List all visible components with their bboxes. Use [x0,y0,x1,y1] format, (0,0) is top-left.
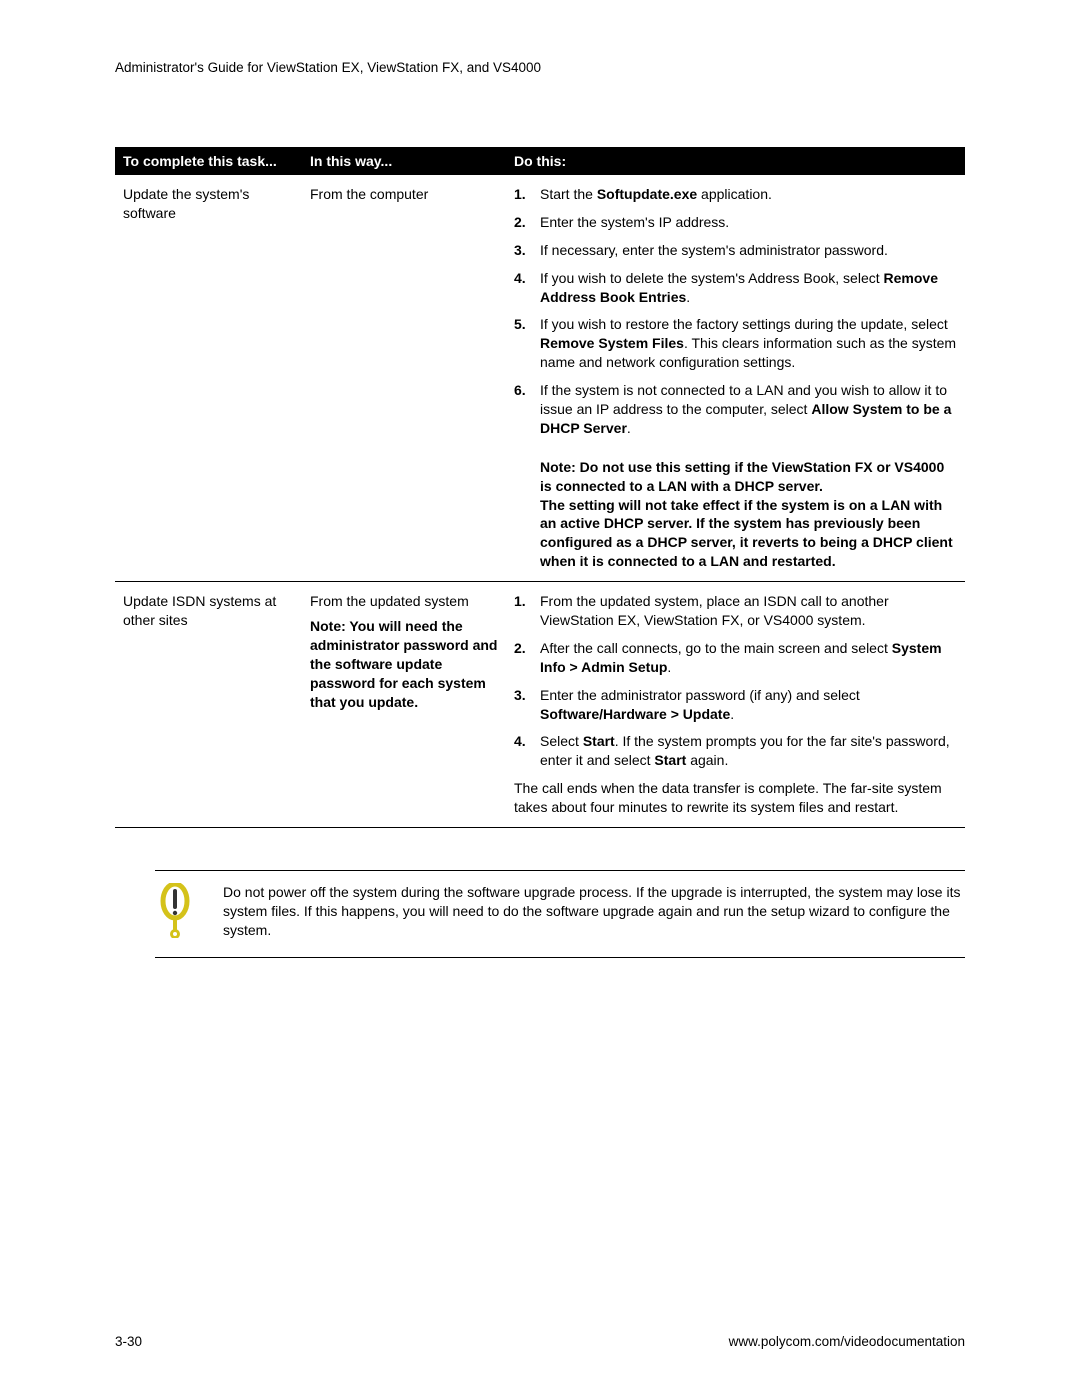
way-cell: From the computer [302,175,506,582]
divider [155,870,965,871]
step-item: From the updated system, place an ISDN c… [514,592,957,630]
way-cell: From the updated systemNote: You will ne… [302,582,506,828]
do-cell: Start the Softupdate.exe application. Ent… [506,175,965,582]
step-item: Enter the system's IP address. [514,213,957,232]
table-row: Update the system's softwareFrom the com… [115,175,965,582]
footer-url: www.polycom.com/videodocumentation [729,1334,965,1349]
col-header-do: Do this: [506,147,965,175]
table-row: Update ISDN systems at other sitesFrom t… [115,582,965,828]
step-item: Start the Softupdate.exe application. [514,185,957,204]
step-item: Select Start. If the system prompts you … [514,732,957,770]
col-header-task: To complete this task... [115,147,302,175]
step-item: If you wish to restore the factory setti… [514,315,957,372]
task-cell: Update ISDN systems at other sites [115,582,302,828]
col-header-way: In this way... [302,147,506,175]
closing-text: The call ends when the data transfer is … [514,779,957,817]
task-cell: Update the system's software [115,175,302,582]
doc-header: Administrator's Guide for ViewStation EX… [115,60,965,75]
page-number: 3-30 [115,1334,142,1349]
page-footer: 3-30 www.polycom.com/videodocumentation [115,1334,965,1349]
step-item: Enter the administrator password (if any… [514,686,957,724]
step-item: If necessary, enter the system's adminis… [514,241,957,260]
warning-text: Do not power off the system during the s… [223,883,965,940]
note-block: Note: Do not use this setting if the Vie… [514,458,957,571]
step-item: If you wish to delete the system's Addre… [514,269,957,307]
warning-callout: Do not power off the system during the s… [155,870,965,958]
table-header-row: To complete this task... In this way... … [115,147,965,175]
divider [155,957,965,958]
do-cell: From the updated system, place an ISDN c… [506,582,965,828]
step-item: If the system is not connected to a LAN … [514,381,957,438]
warning-icon [155,883,195,943]
instruction-table: To complete this task... In this way... … [115,147,965,828]
step-item: After the call connects, go to the main … [514,639,957,677]
